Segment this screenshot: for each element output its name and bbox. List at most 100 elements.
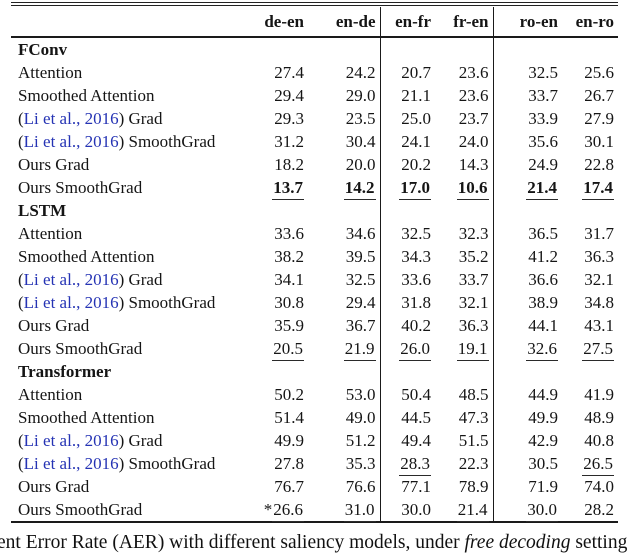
value-cell: 27.8 [245,452,308,475]
value-text: 30.0 [526,500,558,522]
value-cell [379,199,435,223]
value-text: 14.2 [343,178,376,200]
value-cell: 23.7 [435,107,493,130]
value-text: 35.2 [458,247,489,267]
row-label: Ours SmoothGrad [11,176,245,199]
value-cell: 38.2 [245,245,308,268]
value-text: 50.2 [274,385,304,405]
value-cell: 51.4 [245,406,308,429]
value-cell: 44.1 [492,314,562,338]
value-cell: 36.5 [492,222,562,246]
value-text: 32.3 [458,224,489,244]
value-cell: 21.1 [379,84,435,108]
value-cell: 33.7 [492,84,562,108]
value-text: 33.6 [401,270,431,290]
value-cell: 49.9 [245,429,308,452]
value-cell: 26.0 [379,337,435,361]
citation-link[interactable]: Li et al., 2016 [23,132,119,152]
caption-text: setting [570,532,628,553]
value-cell: 30.4 [308,130,380,153]
label-text: ) Grad [118,431,163,451]
section-row-transformer: Transformer [11,360,618,384]
value-text: 33.7 [458,270,489,290]
value-text: 49.0 [345,408,376,428]
value-cell: 49.4 [379,429,435,453]
value-text: 29.0 [345,86,376,106]
value-cell: 51.2 [308,429,380,452]
value-text: 24.9 [528,155,558,175]
value-cell: 33.6 [245,222,308,245]
row-label: Attention [11,61,245,84]
table-caption: ent Error Rate (AER) with different sali… [0,532,640,554]
value-cell: 26.5 [562,452,618,476]
value-cell: 49.9 [492,406,562,430]
header-cell-de-en: de-en [264,11,304,31]
value-text: 27.8 [274,454,304,474]
value-text: 44.5 [401,408,431,428]
header-cell-en-de: en-de [335,11,376,31]
value-cell: 22.3 [435,452,493,475]
header-cell-ro-en: ro-en [492,7,562,38]
value-text: 40.8 [584,431,614,451]
value-text: 32.1 [458,293,489,313]
value-cell [379,360,435,384]
value-text: 31.2 [274,132,304,152]
value-text: 27.4 [274,63,304,83]
value-cell [492,37,562,62]
value-text: 21.4 [456,500,489,522]
value-text: 20.0 [345,155,376,175]
value-cell: 20.2 [379,153,435,177]
value-cell: 27.9 [562,107,618,130]
citation-link[interactable]: Li et al., 2016 [23,109,119,129]
value-cell: 78.9 [435,475,493,498]
table-header: de-en en-de en-fr fr-en ro-en en-ro [11,7,618,38]
row-label: (Li et al., 2016) Grad [11,268,245,291]
value-cell [435,37,493,61]
header-cell-en-fr: en-fr [379,7,435,38]
value-cell: 77.1 [379,475,435,499]
value-text: 23.7 [458,109,489,129]
value-text: 29.4 [274,86,304,106]
value-text: 28.3 [399,454,431,476]
value-text: 36.3 [458,316,489,336]
value-cell: 26.7 [562,84,618,107]
value-text: 18.2 [274,155,304,175]
value-text: 32.5 [401,224,431,244]
value-text: 19.1 [456,339,489,361]
citation-link[interactable]: Li et al., 2016 [23,293,119,313]
value-cell: 39.5 [308,245,380,268]
value-text: 36.5 [528,224,558,244]
table-row: Ours Grad 35.9 36.7 40.2 36.3 44.1 43.1 [11,314,618,338]
header-cell-en-ro: en-ro [575,11,614,31]
label-text: Attention [18,385,83,405]
table-row: (Li et al., 2016) Grad 29.3 23.5 25.0 23.7 33… [11,107,618,131]
value-text: 24.1 [401,132,431,152]
citation-link[interactable]: Li et al., 2016 [23,454,119,474]
label-text: ( [18,454,24,474]
table-row: (Li et al., 2016) SmoothGrad 30.8 29.4 31.8… [11,291,618,315]
value-text: 51.5 [458,431,489,451]
value-text: 22.8 [584,155,614,175]
value-cell: 35.9 [245,314,308,337]
value-text: 24.2 [345,63,376,83]
section-row-lstm: LSTM [11,199,618,223]
value-text: 32.6 [526,339,558,361]
value-cell: 40.2 [379,314,435,338]
value-text: 26.7 [584,86,614,106]
label-text: Ours SmoothGrad [18,339,143,359]
value-cell [492,360,562,384]
table-row: Ours SmoothGrad 13.7 14.2 17.0 10.6 21.4 17.4 [11,176,618,200]
value-text: 34.3 [401,247,431,267]
value-text: 33.7 [528,86,558,106]
value-text: 30.4 [345,132,376,152]
row-label: (Li et al., 2016) SmoothGrad [11,452,245,475]
value-cell [435,360,493,383]
value-text: 14.3 [458,155,489,175]
value-cell: 31.2 [245,130,308,153]
table-row: (Li et al., 2016) SmoothGrad 31.2 30.4 24.1… [11,130,618,154]
value-text: 33.9 [528,109,558,129]
label-text: Ours Grad [18,316,90,336]
citation-link[interactable]: Li et al., 2016 [23,431,119,451]
value-text: 49.9 [274,431,304,451]
citation-link[interactable]: Li et al., 2016 [23,270,119,290]
